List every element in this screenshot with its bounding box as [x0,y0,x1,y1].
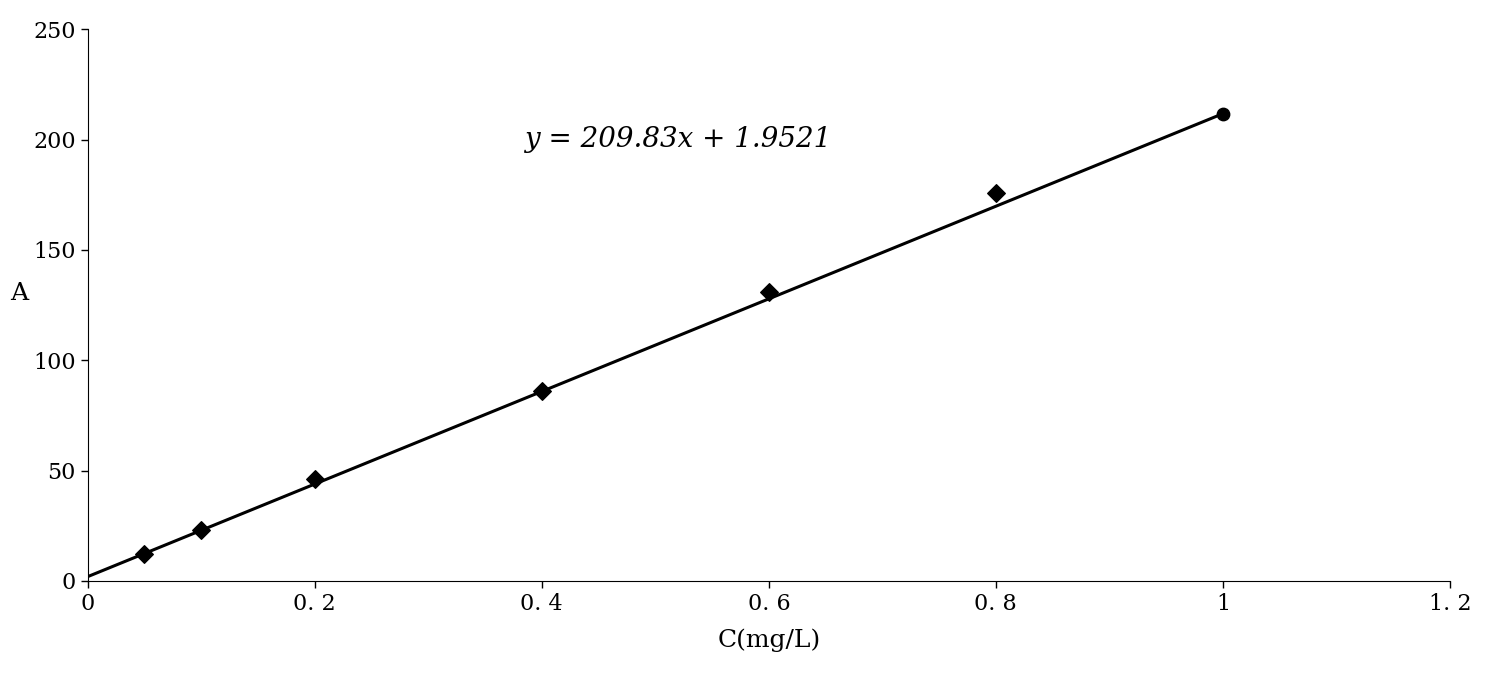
Point [189,525,213,536]
Point [133,548,157,559]
Point [983,188,1007,199]
Point [756,287,780,297]
Y-axis label: A: A [10,282,28,305]
Text: y = 209.83x + 1.9521: y = 209.83x + 1.9521 [524,126,831,153]
Point [1212,108,1235,119]
Point [530,386,554,397]
X-axis label: C(mg/L): C(mg/L) [718,629,821,652]
Point [303,474,327,485]
